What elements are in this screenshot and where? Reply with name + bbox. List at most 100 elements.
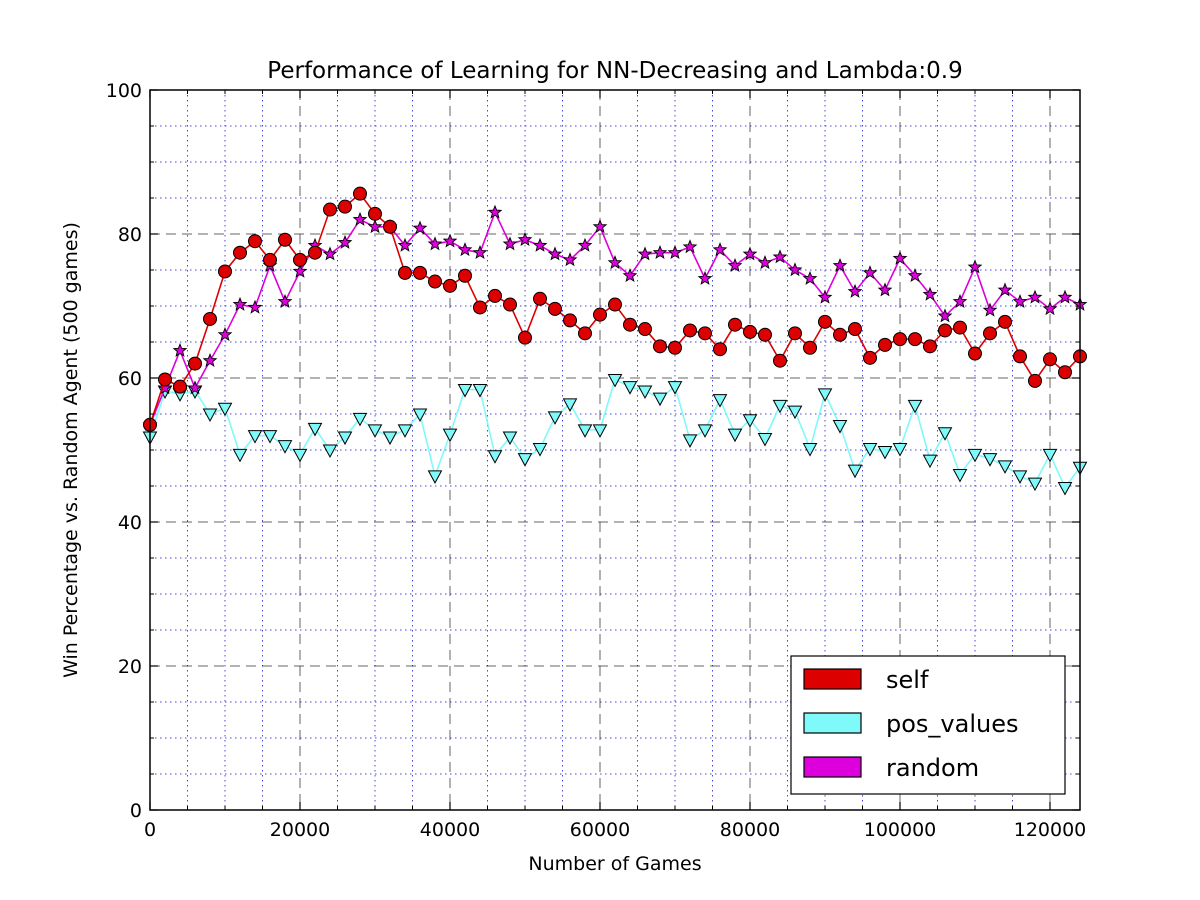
random-point [547, 246, 563, 261]
x-tick-label: 60000 [570, 819, 630, 841]
pos_values-point [592, 424, 608, 438]
self-point [563, 313, 577, 328]
random-point [397, 237, 413, 252]
random-point [862, 265, 878, 280]
random-point [1012, 293, 1028, 308]
random-point [952, 293, 968, 308]
self-point [533, 291, 547, 306]
chart-title: Performance of Learning for NN-Decreasin… [267, 58, 962, 84]
y-tick-label: 100 [106, 80, 142, 102]
random-point [157, 380, 173, 395]
y-tick-label: 0 [130, 800, 142, 822]
self-point [203, 311, 217, 326]
self-point [248, 234, 262, 249]
pos_values-point [787, 405, 803, 420]
x-axis-label: Number of Games [528, 853, 701, 875]
random-point [757, 255, 773, 270]
random-point [337, 234, 353, 249]
self-point [593, 307, 607, 322]
pos_values-point [682, 434, 698, 448]
pos_values-point [337, 431, 353, 446]
random-point [727, 257, 743, 272]
pos_values-point [922, 454, 938, 469]
self-point [728, 317, 742, 332]
y-tick-label: 60 [118, 368, 142, 390]
pos_values-point [262, 430, 278, 444]
pos_values-point [727, 428, 743, 443]
random-point [1057, 289, 1073, 304]
legend-label-random: random [886, 754, 979, 782]
random-point [232, 296, 248, 311]
self-point [668, 340, 682, 355]
pos_values-point [367, 424, 383, 438]
self-point [473, 300, 487, 315]
pos_values-point [667, 381, 683, 395]
pos_values-point [1027, 477, 1043, 492]
random-point [637, 246, 653, 261]
pos_values-point [487, 450, 503, 464]
self-point [893, 332, 907, 347]
self-point [173, 379, 187, 394]
random-point [787, 262, 803, 277]
self-point [788, 326, 802, 341]
random-point [982, 302, 998, 317]
self-point [458, 268, 472, 283]
legend-swatch-self [803, 668, 862, 690]
pos_values-point [547, 411, 563, 425]
random-point [1027, 289, 1043, 304]
pos_values-point [982, 453, 998, 467]
pos_values-point [772, 399, 788, 414]
pos_values-point [427, 470, 443, 484]
random-point [532, 237, 548, 252]
self-point [623, 317, 637, 332]
self-point [1013, 349, 1027, 364]
self-point [263, 252, 277, 267]
random-point [922, 286, 938, 301]
self-point [188, 356, 202, 371]
pos_values-point [412, 408, 428, 423]
self-point [233, 245, 247, 260]
self-point [653, 339, 667, 354]
random-point [472, 244, 488, 259]
pos_values-point [577, 424, 593, 438]
random-point [172, 342, 188, 357]
pos_values-point [877, 445, 893, 460]
self-point [908, 332, 922, 347]
random-point [412, 220, 428, 235]
self-point [938, 323, 952, 338]
self-point [353, 186, 367, 201]
random-point [292, 263, 308, 278]
random-point [427, 236, 443, 251]
pos_values-point [472, 384, 488, 398]
legend-label-self: self [886, 666, 929, 694]
random-point [367, 219, 383, 234]
pos_values-point [712, 394, 728, 408]
self-point [308, 245, 322, 260]
pos_values-point [652, 392, 668, 407]
random-point [352, 211, 368, 226]
pos_values-series [142, 373, 1088, 496]
y-tick-label: 20 [118, 656, 142, 678]
y-tick-label: 40 [118, 512, 142, 534]
pos_values-point [442, 428, 458, 443]
pos_values-point [907, 399, 923, 414]
random-point [682, 239, 698, 254]
random-point [817, 289, 833, 304]
self-point [638, 322, 652, 337]
self-point [683, 323, 697, 338]
self-point [818, 314, 832, 329]
self-point [398, 265, 412, 280]
random-point [202, 352, 218, 367]
pos_values-point [817, 388, 833, 402]
self-point [608, 297, 622, 312]
pos_values-point [757, 432, 773, 447]
pos_values-point [742, 414, 758, 428]
random-point [907, 268, 923, 283]
random-point [247, 299, 263, 314]
x-tick-label: 20000 [270, 819, 330, 841]
y-axis-label: Win Percentage vs. Random Agent (500 gam… [60, 222, 82, 678]
random-point [967, 259, 983, 274]
pos_values-point [292, 448, 308, 463]
pos_values-point [382, 431, 398, 446]
